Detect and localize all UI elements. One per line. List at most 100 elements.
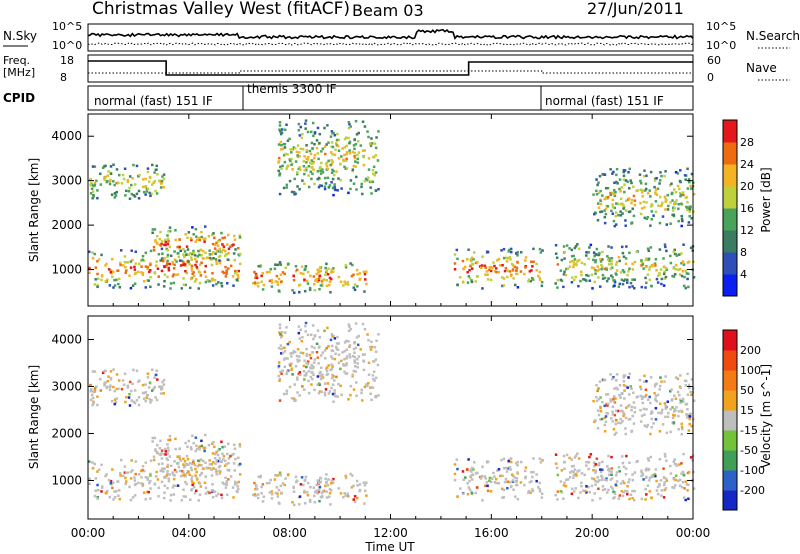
power-cell	[213, 247, 217, 250]
velocity-cell	[345, 357, 348, 360]
velocity-cell	[636, 395, 639, 398]
power-cell	[659, 171, 662, 174]
power-cell	[305, 166, 308, 170]
velocity-cell	[607, 454, 610, 458]
power-cell	[610, 209, 613, 213]
velocity-cell	[255, 487, 259, 491]
power-cell	[330, 141, 334, 144]
velocity-cell	[296, 378, 299, 381]
power-cell	[664, 197, 668, 201]
power-cell	[339, 178, 342, 182]
velocity-cell	[623, 397, 626, 400]
velocity-cell	[645, 379, 648, 383]
x-tick-label: 20:00	[575, 526, 610, 540]
velocity-cell	[317, 481, 321, 485]
velocity-cell	[467, 486, 471, 489]
velocity-cell	[481, 499, 484, 502]
velocity-cell	[179, 459, 183, 462]
power-cell	[279, 140, 283, 144]
power-cell	[626, 180, 629, 184]
power-cell	[570, 276, 574, 279]
power-cell	[650, 284, 653, 288]
velocity-cell	[212, 460, 215, 464]
velocity-cell	[342, 495, 345, 499]
velocity-cell	[658, 388, 661, 391]
power-cell	[538, 270, 541, 274]
power-cell	[623, 183, 626, 186]
power-cell	[210, 258, 213, 261]
nsearch-tick-high: 10^5	[706, 20, 736, 33]
velocity-cell	[325, 480, 328, 484]
velocity-cell	[532, 470, 535, 474]
power-cell	[179, 249, 183, 253]
velocity-cell	[212, 467, 215, 470]
power-cell	[303, 182, 306, 185]
power-cell	[678, 273, 682, 276]
power-cell	[615, 260, 619, 264]
velocity-cell	[651, 411, 654, 414]
power-cell	[180, 259, 184, 263]
velocity-cell	[664, 455, 667, 458]
velocity-cell	[679, 401, 682, 405]
power-cell	[628, 167, 631, 171]
velocity-cell	[339, 367, 342, 371]
velocity-cell	[686, 393, 690, 396]
velocity-cell	[468, 488, 472, 491]
power-cell	[290, 151, 293, 154]
power-cell	[472, 257, 475, 261]
velocity-cell	[671, 416, 675, 420]
y-tick-label: 3000	[51, 379, 82, 393]
velocity-cell	[562, 497, 565, 500]
power-cell	[303, 268, 306, 272]
velocity-cell	[355, 336, 359, 339]
velocity-cell	[223, 464, 227, 467]
power-cell	[280, 143, 283, 147]
velocity-cell	[107, 375, 110, 378]
velocity-cell	[274, 491, 278, 495]
power-cell	[253, 281, 257, 284]
power-cell	[201, 249, 205, 253]
velocity-cell	[610, 477, 614, 480]
power-cell	[178, 245, 181, 249]
power-cell	[363, 125, 367, 128]
velocity-cell	[692, 487, 696, 490]
power-cell	[505, 259, 509, 263]
velocity-cell	[611, 420, 614, 423]
velocity-cell	[645, 467, 648, 470]
velocity-cell	[305, 354, 309, 357]
velocity-cell	[538, 488, 542, 491]
power-cell	[278, 121, 282, 124]
power-cell	[225, 253, 228, 256]
velocity-cell	[684, 403, 688, 406]
power-cell	[234, 269, 237, 273]
velocity-cell	[596, 476, 600, 479]
velocity-cell	[203, 433, 207, 437]
velocity-cell	[325, 366, 329, 369]
power-cell	[307, 174, 310, 177]
power-cell	[515, 269, 518, 272]
velocity-cell	[190, 468, 194, 472]
power-cell	[604, 212, 608, 216]
velocity-cell	[157, 495, 160, 498]
power-cell	[130, 183, 133, 187]
velocity-cell	[316, 356, 320, 359]
power-cell	[486, 250, 489, 253]
power-cell	[689, 246, 693, 250]
velocity-cell	[316, 329, 320, 332]
power-cell	[323, 185, 327, 188]
power-cell	[373, 142, 377, 145]
velocity-cell	[162, 470, 165, 473]
velocity-cell	[630, 430, 633, 433]
power-cell	[604, 186, 608, 190]
power-cell	[96, 284, 100, 287]
velocity-cell	[159, 385, 162, 389]
power-cell	[369, 180, 373, 183]
power-cell	[470, 267, 474, 270]
power-cell	[372, 155, 375, 159]
velocity-cell	[215, 470, 218, 473]
power-cell	[152, 248, 156, 252]
velocity-cell	[612, 490, 615, 494]
velocity-cell	[350, 486, 354, 489]
power-cell	[611, 198, 615, 202]
power-cell	[538, 278, 542, 282]
